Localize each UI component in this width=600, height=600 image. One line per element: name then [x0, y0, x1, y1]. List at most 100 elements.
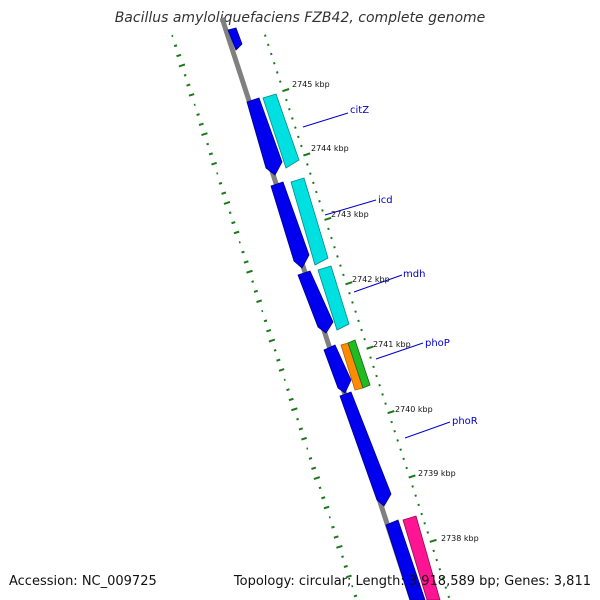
gene-label-mdh: mdh [403, 269, 425, 280]
gene-label-phop: phoP [425, 338, 450, 349]
citz-connector [302, 112, 349, 128]
gc-dot [328, 516, 331, 519]
map-title: Bacillus amyloliquefaciens FZB42, comple… [114, 10, 486, 26]
minor-tick [300, 144, 303, 148]
minor-tick [357, 319, 360, 323]
minor-tick [354, 310, 357, 313]
gc-dot [211, 161, 217, 166]
gene-arrow [297, 270, 334, 334]
gc-dot [216, 172, 219, 175]
minor-tick [378, 383, 381, 387]
gc-dot [343, 564, 348, 569]
citz-gene [262, 93, 300, 169]
minor-tick [294, 126, 297, 129]
gc-dot [206, 142, 210, 146]
gc-dot [241, 250, 245, 254]
minor-tick [444, 586, 448, 589]
minor-tick [278, 80, 282, 83]
gc-dot [291, 407, 298, 412]
gc-dot [231, 221, 236, 225]
minor-tick [288, 107, 291, 111]
minor-tick [375, 374, 378, 378]
gc-dot [221, 191, 227, 195]
tick-label: 2740 kbp [395, 405, 433, 414]
gene-arrow [385, 519, 426, 600]
minor-tick [306, 163, 309, 166]
labeled-genes [262, 93, 441, 600]
minor-tick [270, 52, 273, 56]
minor-tick [363, 337, 366, 341]
tick-labels: 2745 kbp 2744 kbp 2743 kbp 2742 kbp 2741… [292, 80, 479, 543]
phop-connector [375, 342, 424, 360]
icd-connector [324, 199, 377, 216]
minor-tick [312, 181, 315, 185]
gc-dot [186, 83, 191, 87]
icd-gene [290, 177, 329, 266]
gc-dot [331, 525, 335, 529]
minor-tick [315, 190, 318, 194]
gc-dot [308, 457, 313, 460]
minor-tick [402, 457, 405, 461]
genome-summary: Topology: circular; Length: 3,918,589 bp… [233, 574, 591, 589]
tick-label: 2738 kbp [441, 534, 479, 543]
gc-dot [346, 574, 352, 579]
gc-dot [198, 122, 204, 127]
gc-dot [263, 319, 268, 323]
minor-tick [447, 595, 451, 599]
forward-genes [227, 27, 426, 600]
gc-dot [171, 34, 174, 38]
phop-green-gene [347, 339, 371, 389]
minor-tick [327, 227, 330, 231]
gc-dot [336, 544, 343, 549]
gc-dot [201, 132, 208, 137]
gene-arrow [246, 97, 283, 176]
minor-tick [342, 273, 345, 277]
gc-content-track [171, 34, 358, 598]
gc-dot [353, 594, 358, 598]
minor-tick [272, 61, 276, 65]
minor-tick [414, 494, 417, 497]
minor-tick [309, 172, 312, 175]
minor-tick [336, 255, 339, 258]
minor-tick [360, 328, 363, 332]
minor-tick [348, 291, 351, 295]
gc-dot [311, 466, 317, 470]
minor-tick [423, 521, 426, 525]
gc-dot [306, 447, 309, 450]
gc-dot [176, 53, 182, 58]
gc-dot [228, 211, 232, 215]
minor-tick [393, 429, 396, 433]
minor-tick [432, 549, 436, 553]
gc-dot [251, 280, 255, 283]
gc-dot [193, 103, 196, 106]
gc-dot [256, 299, 262, 304]
gc-dot [351, 584, 354, 588]
gc-dot [318, 486, 322, 490]
minor-tick [369, 356, 372, 359]
minor-tick [285, 98, 288, 102]
gc-dot [223, 201, 231, 205]
gc-dot [183, 73, 187, 77]
major-tick [345, 281, 353, 286]
minor-tick [372, 365, 375, 369]
tick-label: 2742 kbp [352, 275, 390, 284]
gc-dot [178, 63, 186, 68]
gene-arrow [323, 344, 352, 394]
minor-tick [264, 34, 267, 37]
tick-label: 2745 kbp [292, 80, 330, 89]
minor-tick [399, 448, 402, 451]
minor-tick [333, 245, 336, 249]
minor-tick [351, 301, 354, 304]
gene-arrow [270, 181, 310, 269]
phor-connector [404, 421, 451, 439]
gene-labels: citZ icd mdh phoP phoR [350, 105, 478, 427]
mdh-gene [317, 265, 350, 331]
gc-dot [273, 349, 277, 352]
gc-dot [253, 289, 259, 293]
label-connectors [302, 112, 451, 439]
major-tick [387, 410, 395, 415]
minor-tick [276, 71, 279, 74]
gene-arrow [339, 391, 392, 507]
minor-tick [435, 558, 439, 562]
